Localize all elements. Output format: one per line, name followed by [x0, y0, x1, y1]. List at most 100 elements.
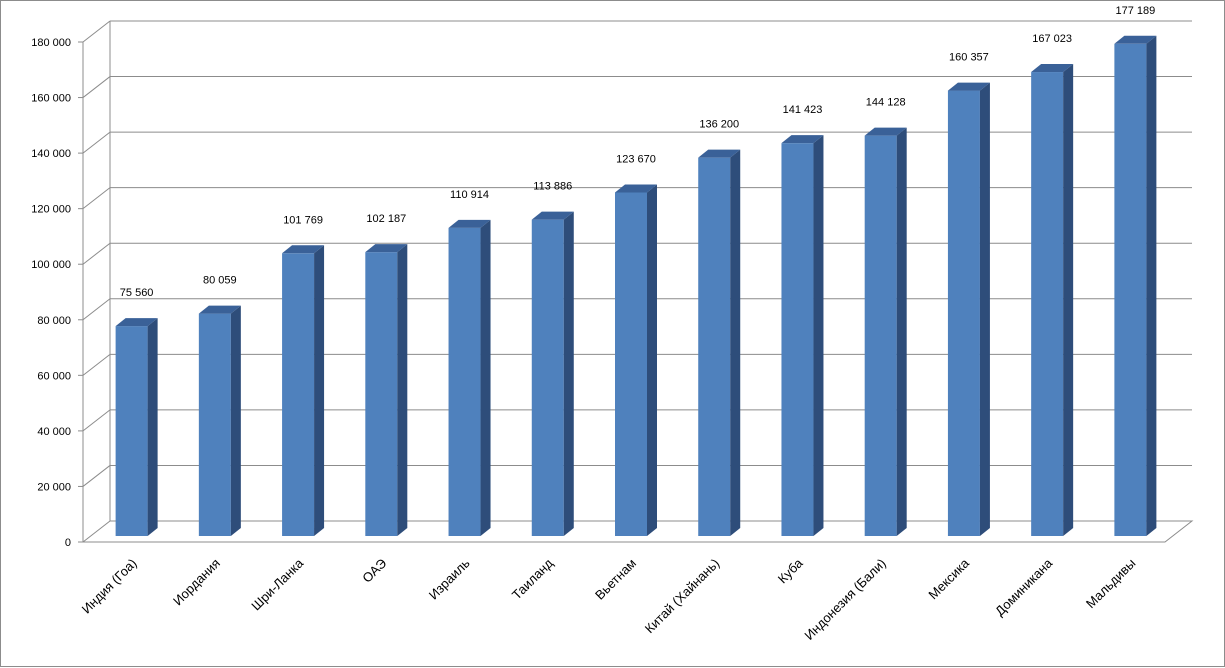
bar-top	[1031, 64, 1074, 73]
data-label: 141 423	[783, 104, 823, 116]
gridline-diagonal	[82, 20, 111, 43]
chart-floor	[81, 520, 1194, 543]
y-tick-label: 140 000	[31, 148, 71, 160]
gridline-diagonal	[82, 242, 111, 265]
category-label: Куба	[775, 555, 806, 586]
bar-top	[781, 135, 824, 144]
bar-front	[198, 313, 231, 536]
category-label: Индия (Гоа)	[79, 556, 140, 617]
bar-front	[1114, 43, 1147, 536]
data-label: 113 886	[533, 181, 572, 193]
gridline-diagonal	[82, 465, 111, 487]
category-label: Доминикана	[992, 555, 1056, 619]
bar	[531, 211, 574, 536]
bar-top	[615, 184, 657, 193]
data-labels: 75 560 80 059 101 769 102 187 110 914 113 886…	[120, 5, 1155, 299]
y-tick-label: 100 000	[31, 259, 71, 271]
y-tick-label: 160 000	[31, 93, 71, 105]
data-label: 80 059	[203, 275, 237, 287]
bar-front	[531, 219, 564, 536]
y-tick-label: 0	[65, 537, 71, 549]
bar	[947, 82, 990, 536]
bar	[1114, 35, 1157, 536]
gridline-diagonal	[82, 131, 111, 154]
bar-top	[1114, 35, 1157, 44]
category-label: Иордания	[170, 556, 223, 609]
bar-front	[1031, 72, 1064, 536]
category-label: Мексика	[925, 555, 972, 602]
bar-front	[615, 192, 647, 536]
bar	[448, 219, 491, 536]
bar-top	[698, 149, 741, 158]
category-label: Вьетнам	[592, 555, 639, 602]
bar-front	[698, 157, 731, 536]
bar-side	[397, 244, 408, 536]
bar	[615, 184, 657, 536]
gridline-diagonal	[82, 76, 111, 98]
bar	[1031, 64, 1074, 536]
bar-top	[282, 245, 325, 254]
gridline-diagonal	[82, 187, 111, 210]
data-label: 136 200	[699, 119, 739, 131]
bar-top	[198, 305, 241, 314]
bar-top	[115, 318, 158, 327]
data-label: 110 914	[450, 189, 489, 201]
data-label: 102 187	[366, 213, 406, 225]
bar-front	[448, 227, 481, 536]
bars	[115, 35, 1157, 537]
bar-side	[813, 135, 824, 537]
bar-side	[896, 127, 907, 537]
axes	[78, 21, 1194, 543]
bar-side	[563, 211, 574, 536]
bar-front	[864, 135, 897, 536]
category-label: Китай (Хайнань)	[642, 556, 723, 637]
y-tick-label: 120 000	[31, 204, 71, 216]
category-label: Индонезия (Бали)	[801, 556, 888, 643]
bar-side	[230, 305, 241, 536]
bar-side	[730, 149, 741, 536]
bar	[781, 135, 824, 537]
bar	[365, 244, 408, 536]
bar	[115, 318, 158, 536]
bar-front	[115, 326, 148, 536]
category-label: Шри-Ланка	[248, 555, 306, 613]
bar-side	[480, 219, 491, 536]
data-label: 101 769	[283, 214, 323, 226]
data-label: 75 560	[120, 287, 154, 299]
y-tick-label: 80 000	[37, 315, 71, 327]
y-tick-label: 20 000	[37, 481, 71, 493]
gridline-diagonal	[82, 409, 111, 432]
bar	[698, 149, 741, 536]
data-label: 123 670	[616, 153, 656, 165]
bar-front	[947, 90, 980, 536]
y-axis-tick-labels: 0 20 000 40 000 60 000 80 000 100 000 120 000 1…	[31, 37, 71, 549]
bar-front	[781, 143, 814, 537]
data-label: 177 189	[1116, 5, 1156, 17]
gridline-diagonal	[82, 298, 111, 321]
bar-side	[1146, 35, 1157, 536]
bar-front	[282, 253, 315, 536]
category-label: ОАЭ	[359, 556, 389, 586]
bar-top	[448, 219, 491, 228]
bar	[864, 127, 907, 537]
gridline-diagonal	[82, 353, 111, 376]
bar	[282, 245, 325, 536]
bar-side	[147, 318, 158, 536]
bar-top	[947, 82, 990, 91]
bar-side	[647, 184, 657, 536]
bar-top	[864, 127, 907, 136]
y-tick-label: 180 000	[31, 37, 71, 49]
data-label: 160 357	[949, 52, 989, 64]
data-label: 167 023	[1032, 33, 1072, 45]
data-label: 144 128	[866, 97, 906, 109]
bar-top	[531, 211, 574, 220]
category-label: Мальдивы	[1083, 556, 1139, 612]
bar-front	[365, 252, 398, 536]
bar-side	[979, 82, 990, 536]
category-label: Таиланд	[509, 555, 556, 602]
bar-side	[314, 245, 325, 536]
category-label: Израиль	[426, 555, 473, 602]
y-tick-label: 40 000	[37, 426, 71, 438]
